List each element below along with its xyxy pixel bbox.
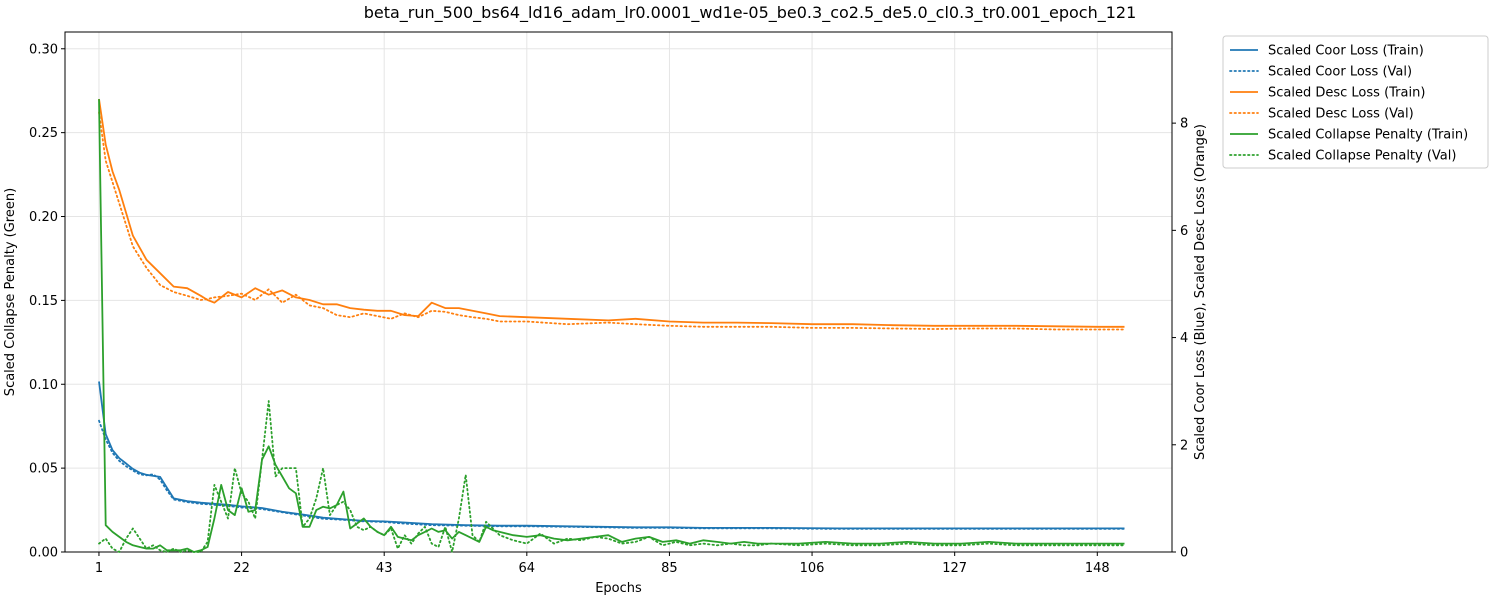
y-left-tick-label: 0.10 bbox=[29, 378, 58, 393]
x-tick-label: 64 bbox=[519, 561, 536, 576]
scaled-desc-loss-train-line bbox=[98, 98, 1125, 328]
x-tick-label: 127 bbox=[942, 561, 967, 576]
legend: Scaled Coor Loss (Train) Scaled Coor Loss… bbox=[1222, 35, 1489, 169]
scaled-desc-loss-val-line bbox=[98, 111, 1126, 331]
x-axis-label: Epochs bbox=[595, 581, 642, 596]
series-lines bbox=[98, 98, 1126, 553]
x-tick-label: 1 bbox=[95, 561, 103, 576]
scaled-collapse-penalty-val-line bbox=[98, 400, 1126, 553]
legend-label: Scaled Desc Loss (Val) bbox=[1268, 107, 1414, 122]
x-tick-label: 43 bbox=[376, 561, 393, 576]
y-left-tick-label: 0.30 bbox=[29, 42, 58, 57]
y-right-tick-label: 6 bbox=[1180, 224, 1188, 239]
y-right-tick-label: 8 bbox=[1180, 117, 1188, 132]
legend-box bbox=[1222, 35, 1489, 169]
y-axis-left-label: Scaled Collapse Penalty (Green) bbox=[3, 188, 18, 396]
legend-label: Scaled Collapse Penalty (Val) bbox=[1268, 149, 1456, 164]
axis-ticks: 1 22 43 64 85 106 127 1480.000.050.100.150.200.… bbox=[29, 42, 1188, 576]
y-left-tick-label: 0.25 bbox=[29, 126, 58, 141]
scaled-collapse-penalty-train-line bbox=[98, 99, 1125, 553]
y-left-tick-label: 0.05 bbox=[29, 462, 58, 477]
chart-title: beta_run_500_bs64_ld16_adam_lr0.0001_wd1… bbox=[364, 3, 1137, 23]
x-tick-label: 85 bbox=[661, 561, 678, 576]
x-tick-label: 106 bbox=[800, 561, 825, 576]
y-right-tick-label: 0 bbox=[1180, 546, 1188, 561]
y-right-tick-label: 2 bbox=[1180, 438, 1188, 453]
y-right-tick-label: 4 bbox=[1180, 331, 1188, 346]
x-tick-label: 22 bbox=[233, 561, 250, 576]
legend-label: Scaled Coor Loss (Train) bbox=[1268, 44, 1424, 59]
y-left-tick-label: 0.20 bbox=[29, 210, 58, 225]
legend-label: Scaled Desc Loss (Train) bbox=[1268, 86, 1425, 101]
y-axis-right-label: Scaled Coor Loss (Blue), Scaled Desc Los… bbox=[1193, 124, 1208, 460]
legend-label: Scaled Coor Loss (Val) bbox=[1268, 65, 1412, 80]
plot-frame bbox=[64, 31, 1173, 553]
x-tick-label: 148 bbox=[1085, 561, 1110, 576]
y-left-tick-label: 0.00 bbox=[29, 546, 58, 561]
legend-label: Scaled Collapse Penalty (Train) bbox=[1268, 128, 1468, 143]
y-left-tick-label: 0.15 bbox=[29, 294, 58, 309]
